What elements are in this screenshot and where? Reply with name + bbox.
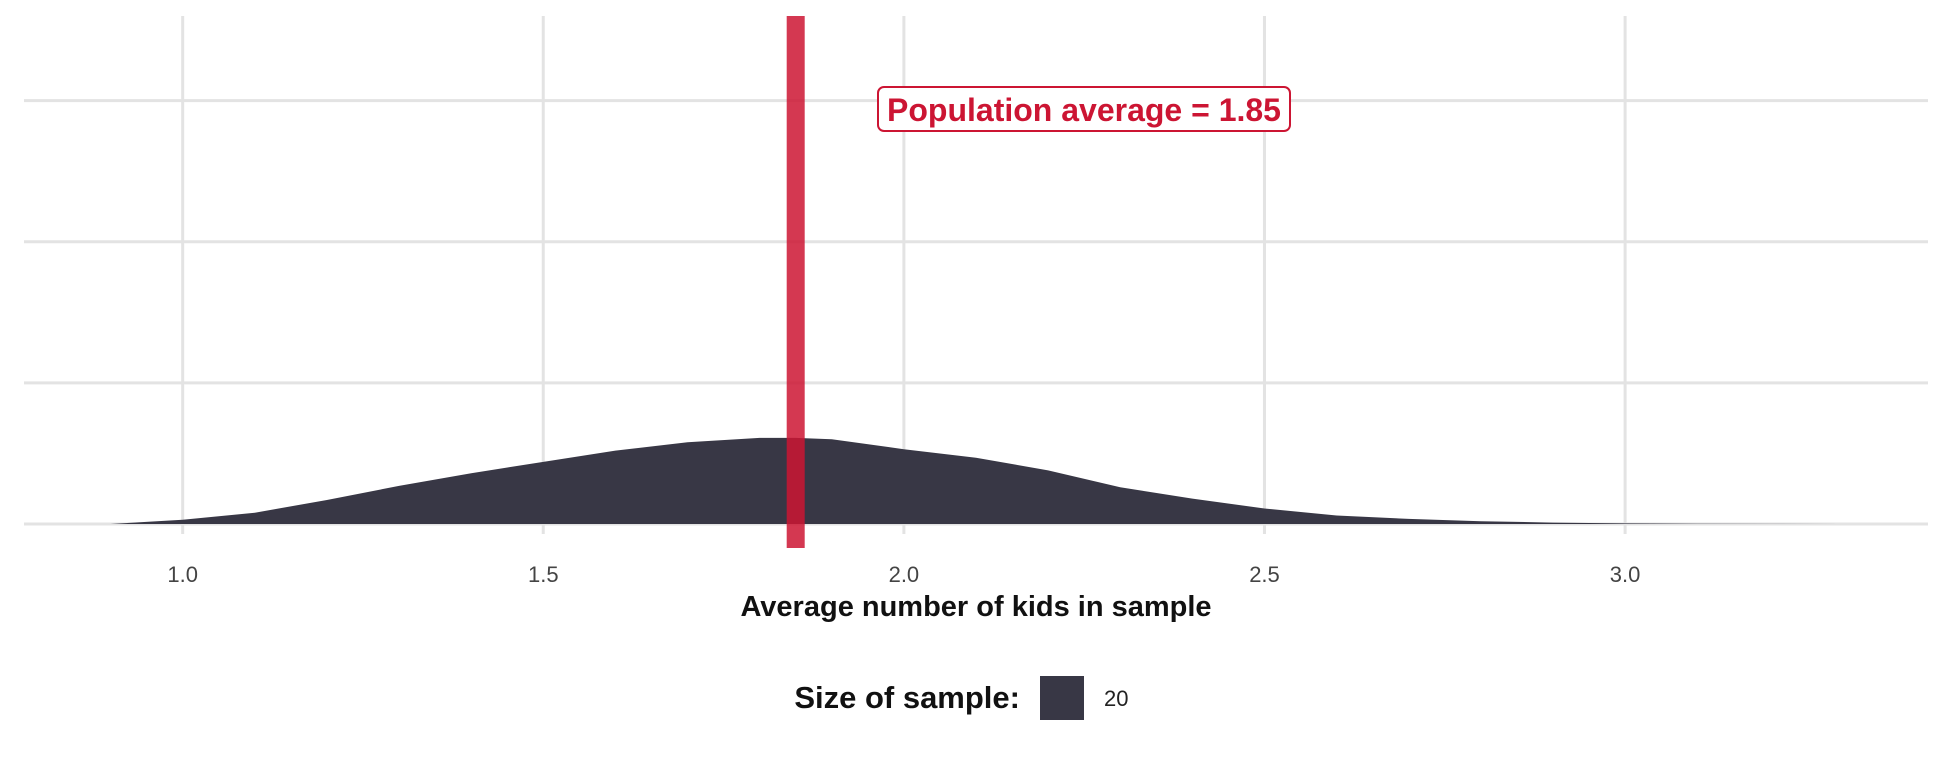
x-tick-label: 2.0 — [889, 562, 920, 587]
legend-item-label: 20 — [1104, 686, 1128, 711]
x-tick-label: 2.5 — [1249, 562, 1280, 587]
x-axis-title: Average number of kids in sample — [740, 591, 1211, 623]
annotation-border — [877, 86, 1291, 132]
x-tick-label: 3.0 — [1610, 562, 1641, 587]
legend: Size of sample: 20 — [794, 676, 1128, 720]
legend-swatch — [1040, 676, 1084, 720]
reference-line-group — [786, 16, 805, 548]
x-axis-ticks: 1.0 1.5 2.0 2.5 3.0 — [167, 562, 1640, 587]
density-series — [110, 437, 1842, 524]
x-tick-label: 1.5 — [528, 562, 559, 587]
x-tick-label: 1.0 — [167, 562, 198, 587]
population-average-line — [786, 16, 805, 548]
density-area — [110, 437, 1842, 524]
annotation-label: Population average = 1.85 — [887, 92, 1281, 128]
legend-title: Size of sample: — [794, 680, 1020, 715]
annotation-box: Population average = 1.85 — [877, 86, 1291, 132]
